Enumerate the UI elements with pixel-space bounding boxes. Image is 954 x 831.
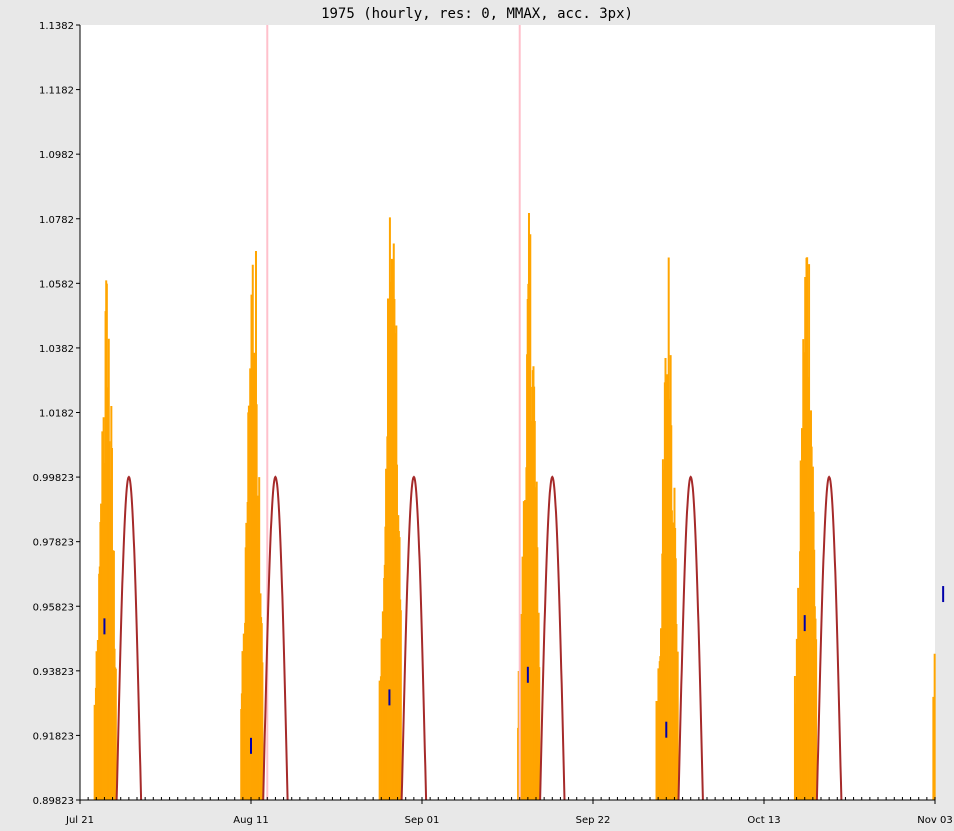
x-tick-label: Aug 11: [233, 815, 268, 826]
x-tick-label: Oct 13: [747, 815, 780, 826]
x-tick-label: Sep 01: [405, 815, 440, 826]
y-tick-label: 0.95823: [33, 602, 74, 613]
bell-curve-4: [677, 475, 704, 801]
orange-burst-3: [517, 212, 541, 800]
orange-burst-5: [793, 257, 818, 800]
y-tick-label: 1.1182: [39, 86, 74, 97]
bell-curve-1: [262, 475, 289, 801]
y-tick-label: 1.0982: [39, 150, 74, 161]
y-tick-label: 1.0582: [39, 279, 74, 290]
bell-curve-0: [115, 475, 143, 801]
y-tick-label: 0.89823: [33, 796, 74, 807]
orange-burst-2: [378, 217, 402, 800]
series-layer: [93, 25, 945, 801]
x-tick-label: Nov 03: [917, 815, 952, 826]
y-tick-label: 1.0182: [39, 409, 74, 420]
y-tick-label: 0.97823: [33, 538, 74, 549]
y-tick-label: 1.1382: [39, 21, 74, 32]
orange-burst-6: [932, 653, 936, 800]
x-tick-label: Jul 21: [65, 815, 94, 826]
x-tick-label: Sep 22: [576, 815, 611, 826]
y-tick-label: 0.99823: [33, 473, 74, 484]
plot-area: [80, 25, 935, 800]
bell-curve-2: [400, 475, 428, 801]
orange-burst-0: [93, 280, 117, 800]
bell-curve-5: [815, 475, 843, 801]
orange-burst-4: [655, 257, 679, 800]
chart-title: 1975 (hourly, res: 0, MMAX, acc. 3px): [321, 6, 633, 22]
y-tick-label: 0.93823: [33, 667, 74, 678]
bell-curve-3: [539, 475, 566, 801]
orange-burst-1: [240, 250, 264, 800]
axis-layer: 0.89823 0.91823 0.93823 0.95823 0.97823 0.998…: [33, 21, 953, 826]
y-tick-label: 1.0782: [39, 215, 74, 226]
y-tick-label: 0.91823: [33, 731, 74, 742]
y-tick-label: 1.0382: [39, 344, 74, 355]
